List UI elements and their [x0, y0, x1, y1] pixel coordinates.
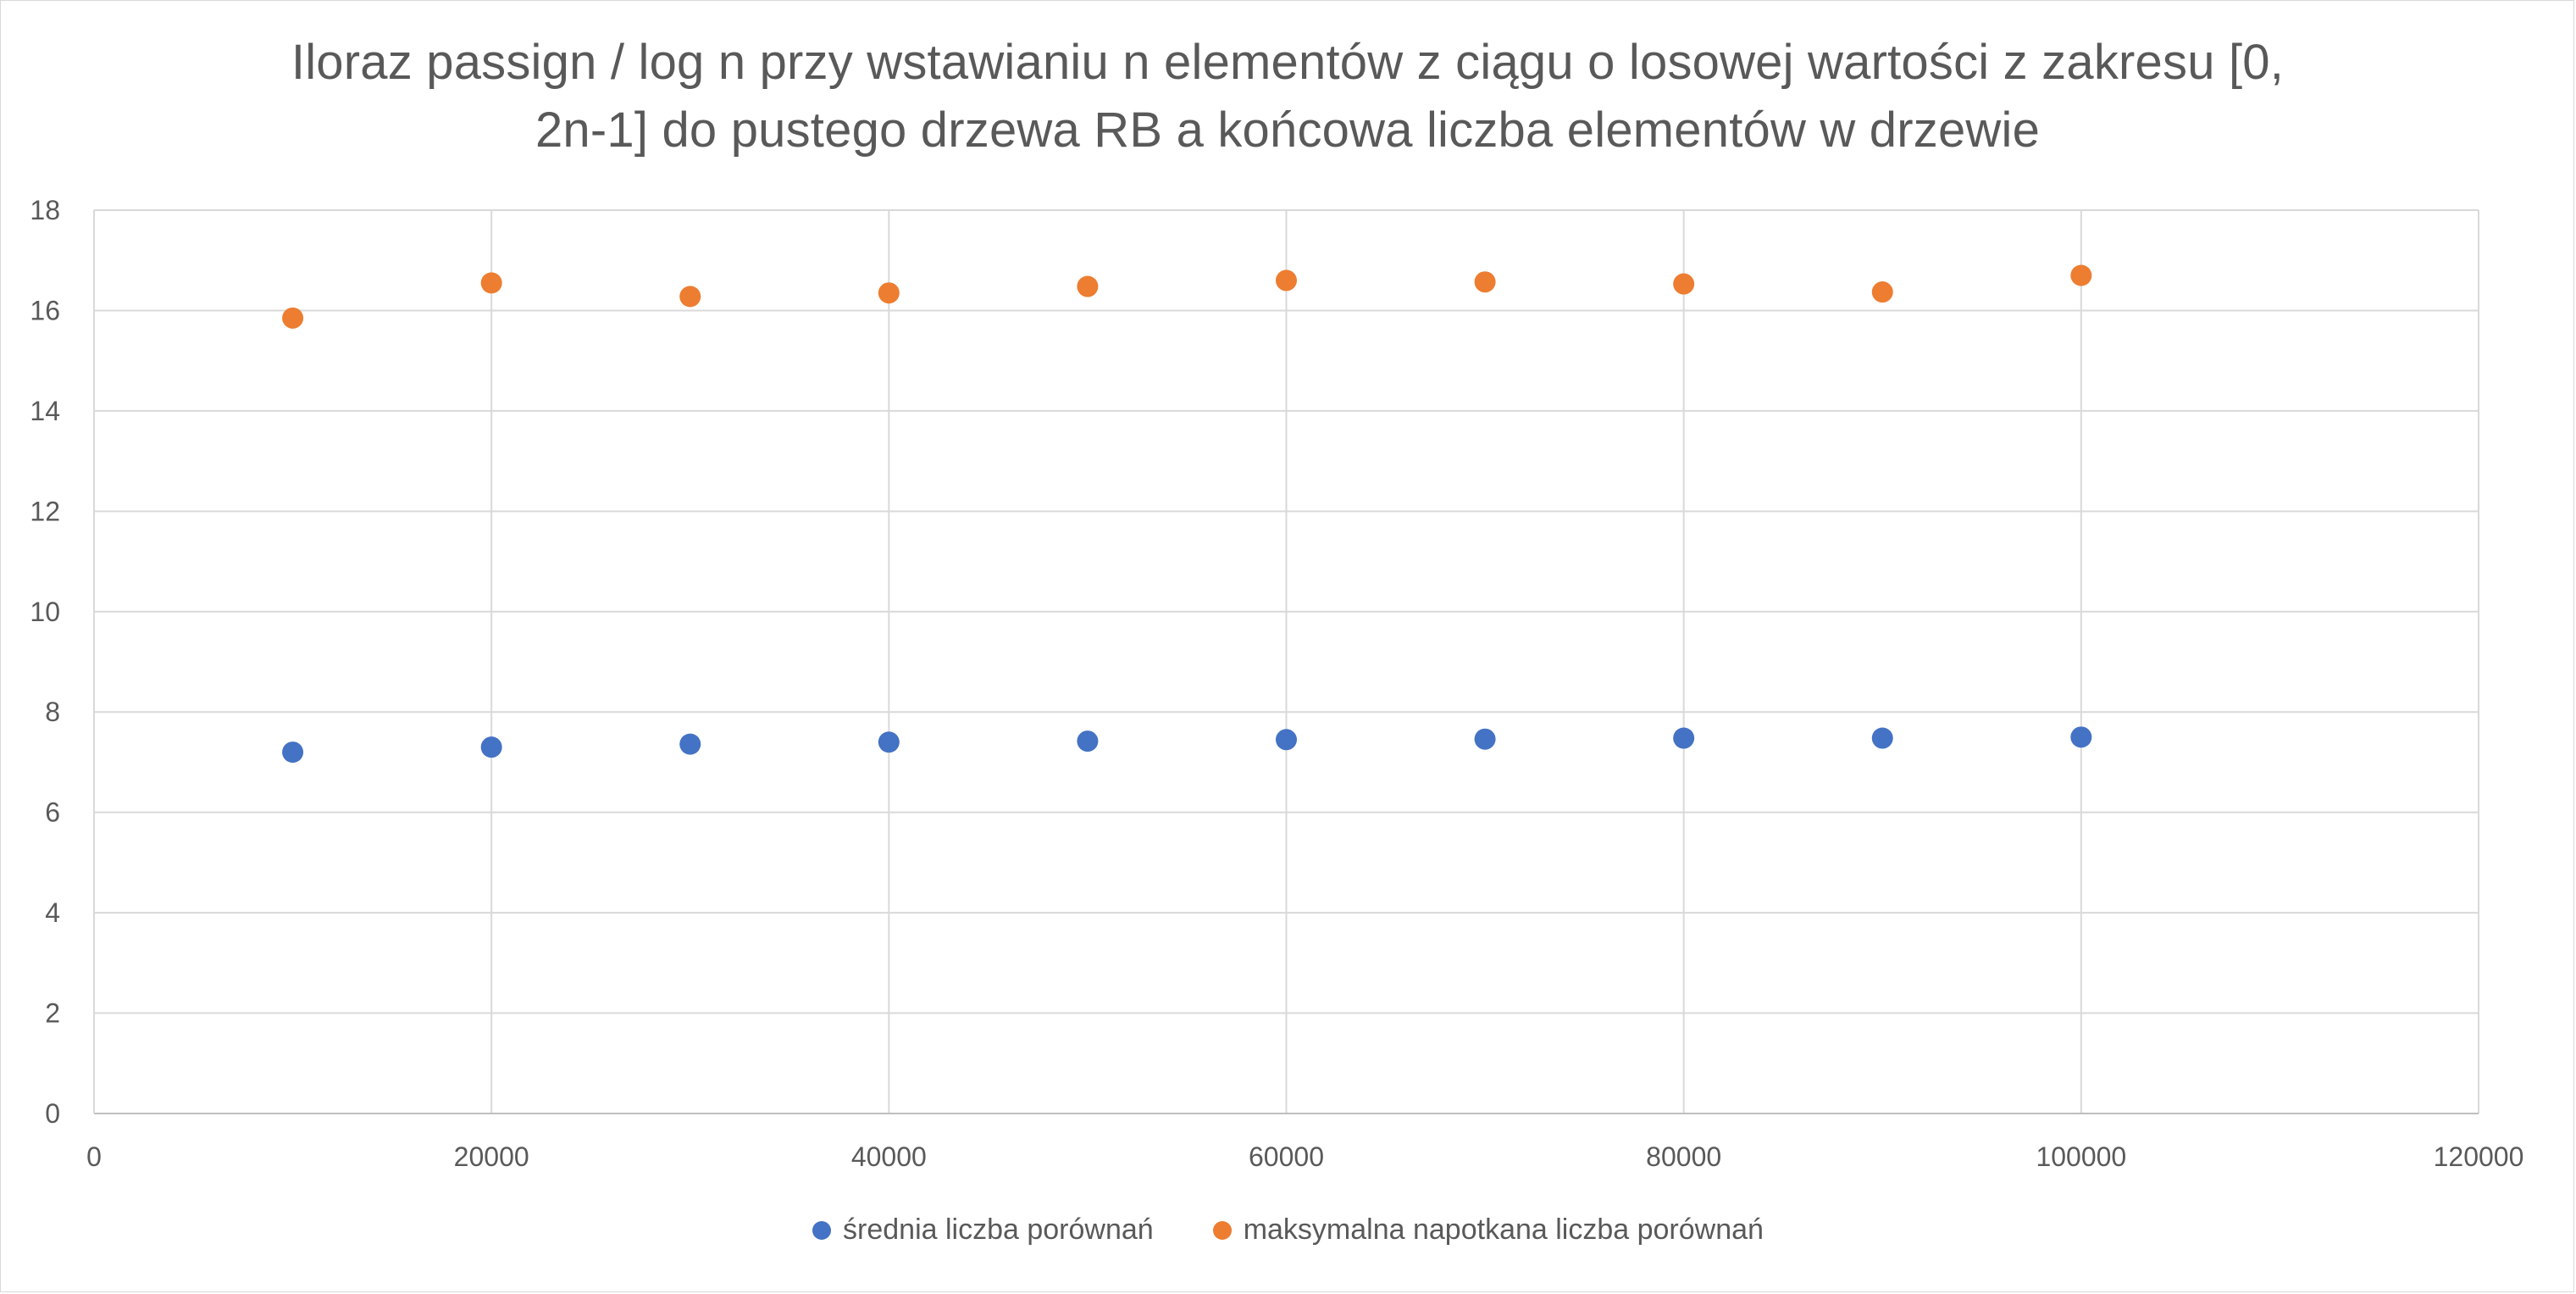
point-maximum [282, 307, 304, 329]
point-average [2070, 726, 2092, 748]
y-tick-label: 2 [45, 998, 60, 1029]
point-average [282, 741, 304, 764]
legend-item-maximum: maksymalna napotkana liczba porównań [1212, 1213, 1764, 1247]
axes [93, 210, 2479, 1114]
y-tick-label: 14 [30, 396, 60, 426]
point-maximum [1474, 271, 1496, 293]
point-average [679, 733, 701, 755]
point-average [480, 736, 502, 758]
point-maximum [1276, 269, 1297, 292]
point-maximum [2070, 264, 2092, 286]
point-average [1871, 727, 1893, 749]
chart-title-line-2: 2n-1] do pustego drzewa RB a końcowa lic… [535, 103, 2041, 158]
legend: średnia liczba porównań maksymalna napot… [0, 1213, 2576, 1247]
legend-label-maximum: maksymalna napotkana liczba porównań [1243, 1213, 1764, 1246]
x-tick-label: 120000 [2434, 1141, 2524, 1172]
legend-marker-maximum [1212, 1220, 1232, 1240]
x-tick-label: 80000 [1646, 1141, 1721, 1172]
x-tick-label: 0 [86, 1141, 102, 1172]
y-tick-label: 4 [45, 897, 60, 928]
point-maximum [1673, 273, 1695, 295]
legend-item-average: średnia liczba porównań [812, 1213, 1154, 1247]
point-maximum [1077, 275, 1099, 297]
data-points [282, 264, 2092, 764]
point-average [878, 731, 900, 753]
legend-marker-average [812, 1220, 832, 1240]
y-tick-label: 0 [45, 1098, 60, 1129]
point-average [1673, 727, 1695, 749]
point-maximum [480, 272, 502, 294]
point-maximum [1871, 281, 1893, 303]
x-axis-tick-labels: 0 20000 40000 60000 80000 100000 120000 [86, 1141, 2523, 1172]
y-axis-tick-labels: 0 2 4 6 8 10 12 14 16 18 [30, 195, 60, 1129]
point-maximum [679, 286, 701, 308]
point-average [1276, 729, 1297, 751]
y-tick-label: 16 [30, 295, 60, 325]
legend-label-average: średnia liczba porównań [843, 1213, 1154, 1246]
y-tick-label: 6 [45, 797, 60, 828]
chart-title: Iloraz passign / log n przy wstawianiu n… [169, 29, 2406, 164]
point-maximum [878, 282, 900, 304]
y-tick-label: 18 [30, 195, 60, 225]
gridlines [94, 209, 2479, 1114]
y-tick-label: 12 [30, 496, 60, 526]
x-tick-label: 60000 [1249, 1141, 1324, 1172]
x-tick-label: 20000 [454, 1141, 529, 1172]
point-average [1077, 730, 1099, 753]
y-tick-label: 8 [45, 697, 60, 727]
y-tick-label: 10 [30, 597, 60, 627]
x-tick-label: 40000 [851, 1141, 927, 1172]
x-tick-label: 100000 [2036, 1141, 2126, 1172]
point-average [1474, 728, 1496, 750]
chart-title-line-1: Iloraz passign / log n przy wstawianiu n… [291, 35, 2285, 90]
